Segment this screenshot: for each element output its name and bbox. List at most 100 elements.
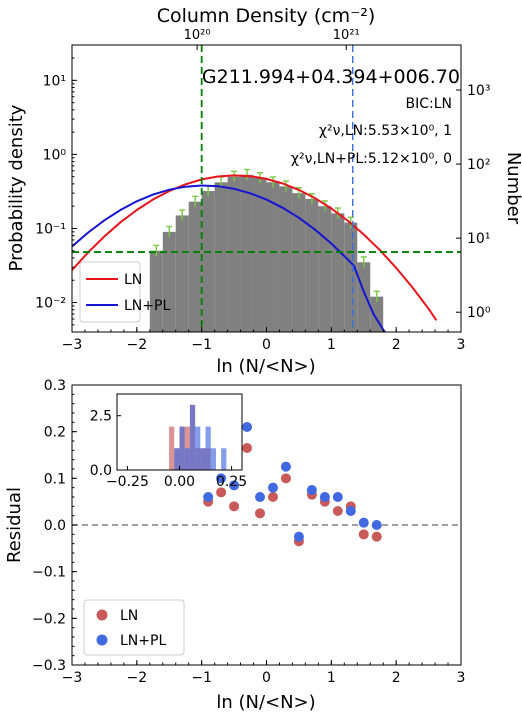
- inset-bar-lnpl: [210, 448, 216, 470]
- y-tick-label: 0.1: [44, 471, 66, 487]
- residual-ylabel: Residual: [4, 487, 25, 563]
- inset-y-tick-label: 2.5: [90, 409, 112, 425]
- residual-point-lnpl: [358, 517, 369, 528]
- inset-bar-lnpl: [179, 426, 185, 470]
- histogram-bar: [344, 222, 358, 332]
- fit-curve-ln: [72, 174, 438, 321]
- histogram-bar: [253, 178, 267, 332]
- x-tick-label: 3: [457, 670, 466, 686]
- y-tick-label: −0.1: [32, 565, 66, 581]
- histogram-bar: [266, 182, 280, 332]
- pdf-panel: −3 −2 −1 0 1 2 3 10⁻² 10⁻¹ 10⁰ 10¹ 10⁰ 10¹ 10² 10³ 10²⁰…: [6, 5, 522, 377]
- pdf-xlabel: ln (N/<N>): [216, 356, 315, 377]
- histogram-bar: [227, 176, 241, 332]
- inset-bar-lnpl: [189, 404, 196, 470]
- x-tick-label: 2: [392, 337, 401, 353]
- x-tick-label: 0: [262, 337, 271, 353]
- residual-points: [203, 422, 382, 547]
- histogram-bar: [240, 174, 254, 332]
- histogram-bar: [292, 193, 306, 332]
- legend-marker-ln: [96, 609, 108, 621]
- histogram-bar: [149, 250, 163, 332]
- top-tick-label: 10²¹: [333, 28, 360, 43]
- inset-bar-lnpl: [174, 448, 180, 470]
- inset-axis-ticks: −0.25 0.00 0.25 0.0 2.5: [90, 409, 247, 490]
- histogram-bar: [279, 186, 293, 332]
- residual-point-ln: [332, 506, 343, 516]
- y-right-tick-label: 10³: [467, 83, 490, 99]
- x-tick-label: −2: [127, 670, 148, 686]
- histogram-bars: [149, 174, 384, 332]
- residual-point-lnpl: [280, 461, 291, 472]
- x-tick-label: −2: [127, 337, 148, 353]
- x-tick-label: 2: [392, 670, 401, 686]
- y-tick-label: 0.3: [44, 378, 66, 394]
- x-tick-label: −3: [62, 670, 83, 686]
- histogram-bar: [162, 231, 176, 332]
- residual-point-lnpl: [293, 531, 304, 542]
- fit-lines: [72, 174, 438, 332]
- y-right-tick-label: 10²: [467, 157, 490, 173]
- legend-label-lnpl: LN+PL: [120, 633, 166, 649]
- x-tick-label: −3: [62, 337, 83, 353]
- y-tick-label: 0.2: [44, 425, 66, 441]
- pdf-title: G211.994+04.394+006.70: [202, 66, 460, 88]
- inset-histogram: −0.25 0.00 0.25 0.0 2.5: [90, 393, 247, 490]
- histogram-bar: [305, 198, 319, 332]
- residual-point-lnpl: [216, 473, 227, 484]
- legend-label-ln: LN: [120, 608, 138, 624]
- residual-point-ln: [280, 473, 291, 484]
- histogram-bar: [357, 262, 371, 332]
- y-tick-label: −0.3: [32, 658, 66, 674]
- legend-box: [79, 261, 141, 323]
- residual-point-ln: [358, 529, 369, 540]
- inset-x-tick-label: 0.25: [216, 474, 247, 490]
- residual-point-ln: [267, 492, 278, 502]
- y-tick-label: 10⁻¹: [35, 221, 66, 237]
- pdf-ylabel: Probability density: [6, 104, 27, 271]
- x-tick-label: 3: [457, 337, 466, 353]
- inset-bar-lnpl: [195, 426, 201, 470]
- residual-point-lnpl: [319, 492, 330, 502]
- histogram-bar: [188, 201, 202, 332]
- residual-point-ln: [371, 531, 382, 542]
- legend-label-ln: LN: [124, 272, 142, 288]
- histogram-bar: [214, 182, 228, 332]
- y-tick-label: 0.0: [44, 518, 66, 534]
- residual-point-lnpl: [229, 480, 240, 491]
- top-axis-title: Column Density (cm⁻²): [157, 5, 376, 27]
- legend-box: [83, 599, 185, 656]
- residual-point-lnpl: [306, 485, 317, 495]
- histogram-bar: [318, 206, 332, 332]
- residual-panel: −3 −2 −1 0 1 2 3 −0.3 −0.2 −0.1 0.0 0.1 0.2 0.3 ln (N…: [4, 378, 465, 713]
- y-tick-label: 10⁻²: [35, 296, 66, 312]
- inset-bar-lnpl: [205, 426, 211, 470]
- residual-point-lnpl: [371, 520, 382, 530]
- pdf-legend: LN LN+PL: [79, 261, 170, 323]
- residual-point-lnpl: [267, 482, 278, 493]
- residual-point-ln: [216, 487, 227, 498]
- residual-point-lnpl: [203, 492, 214, 502]
- inset-y-tick-label: 0.0: [90, 463, 112, 479]
- residual-point-lnpl: [345, 506, 356, 516]
- inset-bar-lnpl: [200, 448, 206, 470]
- pdf-axis-ticks: −3 −2 −1 0 1 2 3 10⁻² 10⁻¹ 10⁰ 10¹ 10⁰ 10¹ 10² 10³ 10²⁰…: [35, 28, 491, 353]
- inset-bars: [169, 404, 227, 470]
- inset-bar-lnpl: [221, 448, 227, 470]
- residual-point-ln: [242, 443, 253, 453]
- chi2-ln-annotation: χ²ν,LN:5.53×10⁰, 1: [319, 123, 452, 139]
- inset-x-tick-label: −0.25: [106, 474, 149, 490]
- chi2-lnpl-annotation: χ²ν,LN+PL:5.12×10⁰, 0: [291, 151, 452, 167]
- inset-bar-ln: [169, 426, 175, 470]
- x-tick-label: −1: [191, 337, 212, 353]
- x-tick-label: 1: [327, 670, 336, 686]
- residual-point-lnpl: [242, 422, 253, 432]
- histogram-bar: [201, 191, 215, 332]
- residual-point-lnpl: [255, 492, 266, 502]
- residual-point-ln: [255, 508, 266, 519]
- y-right-tick-label: 10⁰: [467, 305, 491, 321]
- residual-xlabel: ln (N/<N>): [216, 692, 315, 713]
- residual-axis-ticks: −3 −2 −1 0 1 2 3 −0.3 −0.2 −0.1 0.0 0.1 0.2 0.3: [32, 378, 465, 686]
- y-right-tick-label: 10¹: [467, 231, 490, 247]
